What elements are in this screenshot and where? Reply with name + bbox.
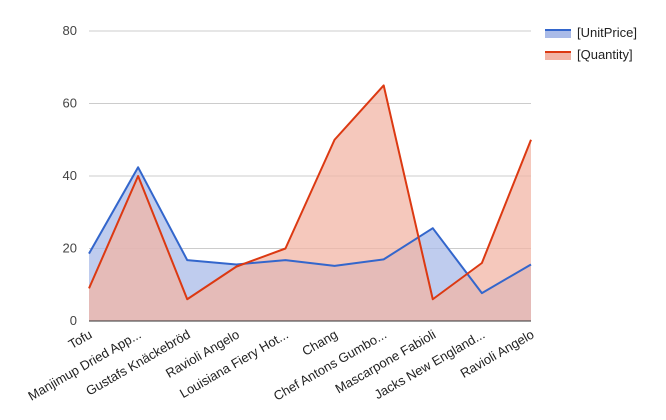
data-point[interactable]	[332, 137, 338, 143]
data-point[interactable]	[282, 246, 288, 252]
data-point[interactable]	[135, 173, 141, 179]
data-point[interactable]	[282, 257, 288, 263]
data-point[interactable]	[528, 261, 534, 267]
y-tick-label: 40	[63, 168, 77, 183]
data-point[interactable]	[528, 137, 534, 143]
y-tick-label: 80	[63, 23, 77, 38]
series-lines	[86, 82, 534, 302]
data-point[interactable]	[479, 290, 485, 296]
series-line-0[interactable]	[88, 166, 532, 295]
y-tick-label: 20	[63, 241, 77, 256]
data-point[interactable]	[332, 263, 338, 269]
data-point[interactable]	[135, 164, 141, 170]
legend-swatch-fill	[545, 52, 571, 60]
legend-label[interactable]: [Quantity]	[577, 47, 633, 62]
legend[interactable]: [UnitPrice] [Quantity]	[545, 25, 637, 62]
data-point[interactable]	[479, 260, 485, 266]
data-point[interactable]	[184, 257, 190, 263]
data-point[interactable]	[184, 296, 190, 302]
data-point[interactable]	[430, 225, 436, 231]
y-tick-label: 0	[70, 313, 77, 328]
data-point[interactable]	[86, 251, 92, 257]
data-point[interactable]	[430, 296, 436, 302]
data-point[interactable]	[86, 285, 92, 291]
legend-label[interactable]: [UnitPrice]	[577, 25, 637, 40]
series-line-1[interactable]	[88, 84, 532, 301]
data-point[interactable]	[381, 82, 387, 88]
series-areas	[89, 85, 531, 321]
y-tick-label: 60	[63, 96, 77, 111]
x-tick-label: Tofu	[66, 327, 95, 352]
data-point[interactable]	[233, 264, 239, 270]
legend-swatch-fill	[545, 30, 571, 38]
data-point[interactable]	[381, 256, 387, 262]
series-area-1	[89, 85, 531, 321]
